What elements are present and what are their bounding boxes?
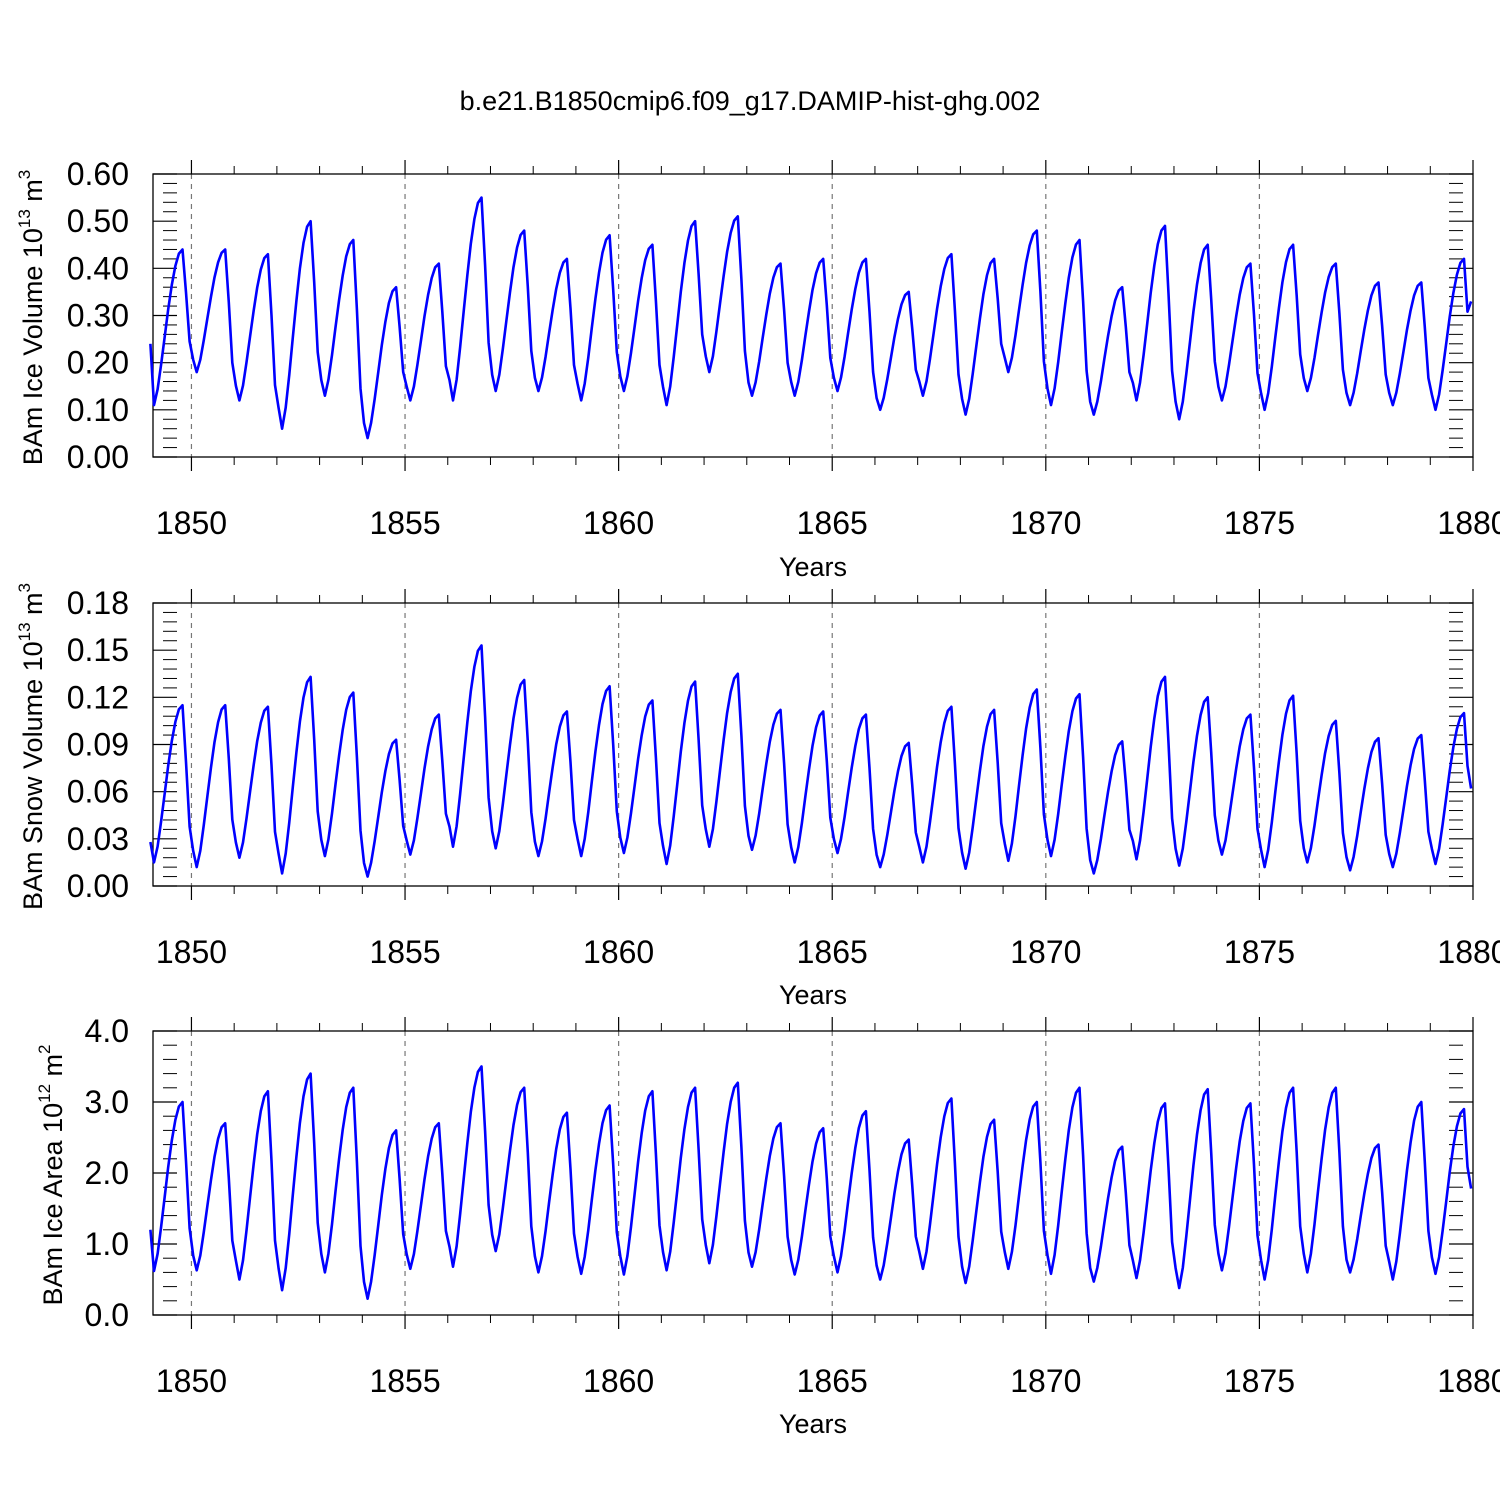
x-tick-label: 1870 <box>1010 934 1081 970</box>
x-tick-label: 1870 <box>1010 505 1081 541</box>
y-tick-label: 0.18 <box>67 585 129 621</box>
y-tick-label: 0.50 <box>67 203 129 239</box>
x-axis-label: Years <box>779 1409 847 1439</box>
y-tick-label: 0.60 <box>67 156 129 192</box>
x-tick-label: 1850 <box>156 934 227 970</box>
panel-3: 1850 1855 1860 1865 1870 1875 1880 0.0 1.0 2.0 3.0… <box>35 1013 1500 1439</box>
panel-2: 1850 1855 1860 1865 1870 1875 1880 0.00 0.03 0.06… <box>15 583 1500 1010</box>
x-tick-label: 1855 <box>369 1363 440 1399</box>
x-tick-label: 1860 <box>583 1363 654 1399</box>
x-tick-label: 1875 <box>1224 1363 1295 1399</box>
y-tick-label: 0.03 <box>67 821 129 857</box>
y-tick-label: 0.0 <box>85 1297 129 1333</box>
x-axis-label: Years <box>779 552 847 582</box>
x-tick-label: 1880 <box>1437 934 1500 970</box>
x-tick-label: 1865 <box>797 934 868 970</box>
y-tick-label: 1.0 <box>85 1226 129 1262</box>
y-tick-label: 0.10 <box>67 392 129 428</box>
x-tick-label: 1865 <box>797 1363 868 1399</box>
x-tick-label: 1875 <box>1224 934 1295 970</box>
panel-1: 1850 1855 1860 1865 1870 1875 1880 0.00 0.10 0.20… <box>15 156 1500 582</box>
y-tick-label: 0.20 <box>67 345 129 381</box>
y-tick-label: 4.0 <box>85 1013 129 1049</box>
y-tick-label: 0.30 <box>67 298 129 334</box>
plot-frame <box>152 1030 1474 1316</box>
x-tick-label: 1855 <box>369 505 440 541</box>
y-tick-label: 3.0 <box>85 1084 129 1120</box>
x-tick-label: 1855 <box>369 934 440 970</box>
y-tick-label: 0.15 <box>67 632 129 668</box>
x-tick-label: 1875 <box>1224 505 1295 541</box>
x-tick-label: 1865 <box>797 505 868 541</box>
data-series-line <box>149 196 1473 440</box>
y-tick-label: 0.09 <box>67 727 129 763</box>
y-axis-label: BAm Ice Volume 1013 m3 <box>15 170 48 466</box>
y-tick-label: 0.12 <box>67 679 129 715</box>
x-tick-label: 1880 <box>1437 505 1500 541</box>
y-tick-label: 0.40 <box>67 250 129 286</box>
x-tick-label: 1860 <box>583 505 654 541</box>
figure-title: b.e21.B1850cmip6.f09_g17.DAMIP-hist-ghg.… <box>460 86 1041 116</box>
data-series-line <box>149 1065 1473 1300</box>
y-axis-label: BAm Ice Area 1012 m2 <box>35 1045 68 1306</box>
plot-frame <box>152 173 1474 458</box>
y-tick-label: 0.00 <box>67 868 129 904</box>
x-axis-label: Years <box>779 980 847 1010</box>
y-axis-label: BAm Snow Volume 1013 m3 <box>15 583 48 910</box>
x-tick-label: 1850 <box>156 1363 227 1399</box>
data-series-line <box>149 644 1473 878</box>
x-tick-label: 1860 <box>583 934 654 970</box>
y-tick-label: 0.00 <box>67 439 129 475</box>
y-tick-label: 0.06 <box>67 774 129 810</box>
y-tick-label: 2.0 <box>85 1155 129 1191</box>
x-tick-label: 1880 <box>1437 1363 1500 1399</box>
x-tick-label: 1870 <box>1010 1363 1081 1399</box>
x-tick-label: 1850 <box>156 505 227 541</box>
